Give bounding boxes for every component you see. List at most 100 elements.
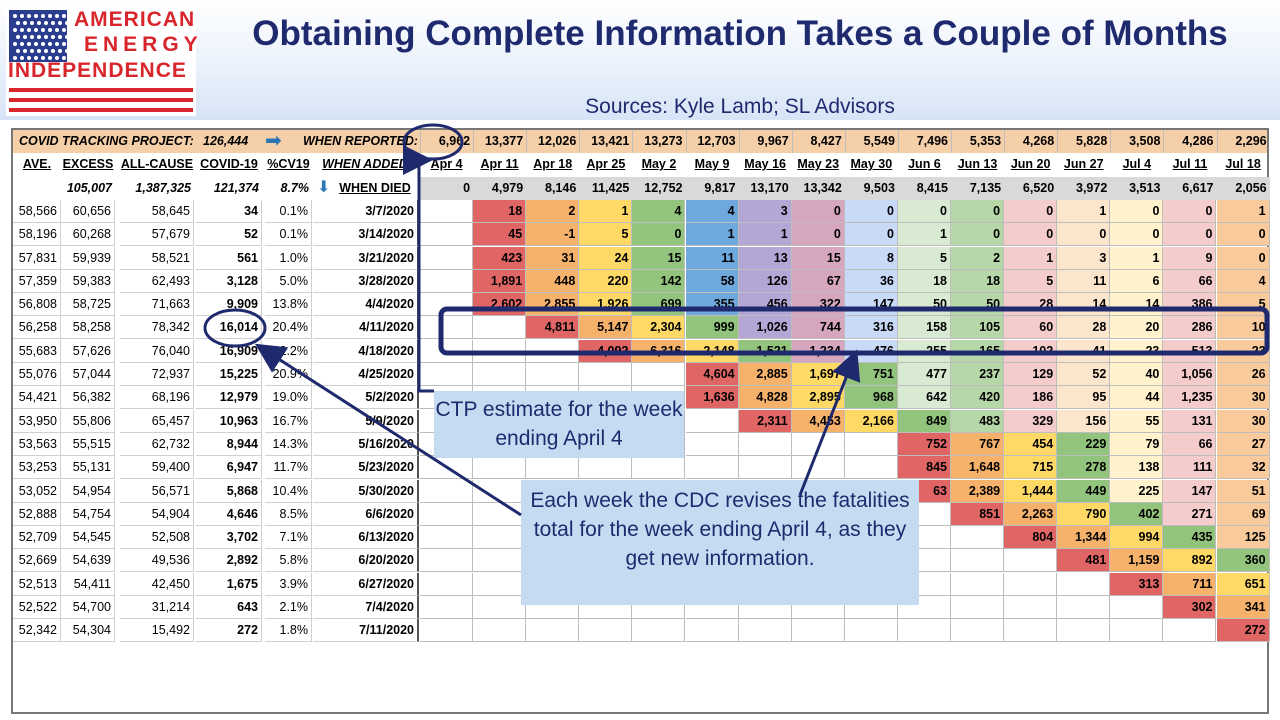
star-icon (41, 42, 45, 46)
table-cell (951, 596, 1005, 619)
table-cell: 111 (1163, 456, 1217, 480)
table-cell: 3 (1057, 246, 1111, 270)
table-cell: 15 (632, 246, 686, 270)
logo-line-3: INDEPENDENCE (8, 59, 187, 82)
table-cell-ave: 53,950 (13, 409, 61, 433)
table-cell: 0 (632, 223, 686, 247)
table-cell-pct: 14.3% (265, 432, 312, 456)
table-cell (951, 526, 1005, 550)
star-icon (37, 49, 41, 53)
table-cell: 272 (1216, 619, 1270, 643)
table-cell-ave: 52,513 (13, 572, 61, 596)
total-value: 1,387,325 (135, 180, 191, 195)
table-cell: 58 (685, 269, 739, 293)
table-cell-died: 5/9/2020 (313, 409, 419, 433)
table-cell: 0 (951, 223, 1005, 247)
week-added-header: Jul 11 (1172, 157, 1208, 172)
table-cell: 102 (1004, 339, 1058, 363)
table-cell-pct: 3.9% (265, 572, 312, 596)
table-cell-ave: 52,888 (13, 502, 61, 526)
table-cell: 651 (1216, 572, 1270, 596)
week-added-header: May 30 (850, 157, 893, 172)
table-cell (951, 619, 1005, 643)
table-cell-pct: 1.8% (265, 619, 312, 643)
when-reported-value: 13,421 (579, 130, 632, 153)
table-cell: 994 (1110, 526, 1164, 550)
table-cell: 1,891 (473, 269, 527, 293)
star-icon (20, 42, 24, 46)
table-cell: 2,885 (738, 363, 792, 386)
column-header: %CV19 (267, 157, 310, 172)
table-cell: 0 (951, 199, 1005, 223)
star-icon (20, 14, 24, 18)
table-cell: 4 (632, 199, 686, 223)
table-cell-excess: 58,725 (61, 293, 115, 317)
table-cell-all_cause: 31,214 (120, 596, 194, 619)
week-added-header: Jul 18 (1225, 157, 1261, 172)
table-cell: 483 (951, 409, 1005, 433)
table-cell-died: 6/13/2020 (313, 526, 419, 550)
week-added-header: Jun 13 (957, 157, 998, 172)
star-icon (51, 21, 55, 25)
table-cell-died: 6/20/2020 (313, 549, 419, 573)
american-energy-independence-logo: AMERICAN ENERGY INDEPENDENCE (6, 6, 198, 116)
table-cell-covid: 561 (196, 246, 262, 270)
logo-stripe (9, 98, 193, 102)
table-cell: 23 (1110, 339, 1164, 363)
table-cell: 2,895 (791, 386, 845, 410)
table-cell-excess: 59,383 (61, 269, 115, 293)
table-cell (420, 572, 474, 596)
table-cell: 6,316 (632, 339, 686, 363)
added-total-value: 9,817 (704, 180, 736, 195)
when-reported-value: 4,286 (1163, 130, 1216, 153)
table-cell-died: 7/4/2020 (313, 596, 419, 619)
table-cell: 456 (738, 293, 792, 317)
table-cell: 30 (1216, 386, 1270, 410)
when-reported-value: 12,703 (685, 130, 739, 153)
star-icon (44, 49, 48, 53)
total-value (13, 177, 61, 200)
table-cell: 2,304 (632, 316, 686, 340)
table-cell-excess: 60,656 (61, 199, 115, 223)
table-cell-died: 5/30/2020 (313, 479, 419, 503)
table-cell: 851 (951, 502, 1005, 526)
table-cell (844, 432, 898, 456)
table-cell: 125 (1216, 526, 1270, 550)
table-cell-excess: 54,545 (61, 526, 115, 550)
table-cell: 165 (951, 339, 1005, 363)
table-cell: -1 (526, 223, 580, 247)
star-icon (65, 21, 69, 25)
table-cell-ave: 53,563 (13, 432, 61, 456)
star-icon (48, 14, 52, 18)
table-cell: 423 (473, 246, 527, 270)
table-cell-all_cause: 76,040 (120, 339, 194, 363)
table-cell: 31 (526, 246, 580, 270)
star-icon (41, 56, 45, 60)
table-cell-excess: 54,754 (61, 502, 115, 526)
table-cell: 95 (1057, 386, 1111, 410)
star-icon (65, 35, 69, 39)
table-cell (420, 246, 474, 270)
week-added-header: Apr 25 (586, 157, 626, 172)
table-cell: 51 (1216, 479, 1270, 503)
table-cell: 4,604 (685, 363, 739, 386)
table-cell: 36 (844, 269, 898, 293)
table-cell-pct: 16.7% (265, 409, 312, 433)
table-cell (951, 572, 1005, 596)
table-cell: 448 (526, 269, 580, 293)
star-icon (20, 28, 24, 32)
table-cell: 69 (1216, 502, 1270, 526)
table-cell-all_cause: 59,400 (120, 456, 194, 480)
when-reported-value: 7,496 (897, 130, 951, 153)
table-cell: 4,811 (526, 316, 580, 340)
table-cell: 4,828 (738, 386, 792, 410)
table-cell (1057, 572, 1111, 596)
star-icon (13, 28, 17, 32)
star-icon (34, 14, 38, 18)
table-cell: 67 (791, 269, 845, 293)
table-cell-ave: 56,808 (13, 293, 61, 317)
table-cell (526, 456, 580, 480)
total-value: 121,374 (213, 180, 259, 195)
table-cell: 32 (1216, 456, 1270, 480)
when-reported-value: 3,508 (1110, 130, 1163, 153)
